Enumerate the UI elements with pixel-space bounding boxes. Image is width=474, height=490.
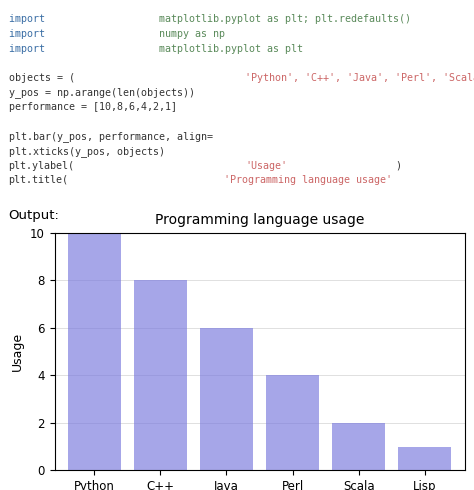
Text: import: import [9, 44, 51, 53]
Text: numpy as np: numpy as np [159, 29, 225, 39]
Bar [200, 328, 253, 470]
Text: 'Python', 'C++', 'Java', 'Perl', 'Scala', 'Lisp': 'Python', 'C++', 'Java', 'Perl', 'Scala'… [245, 73, 474, 83]
Bar [398, 447, 451, 470]
Text: plt.xticks(y_pos, objects): plt.xticks(y_pos, objects) [9, 146, 164, 157]
Text: objects = (: objects = ( [9, 73, 74, 83]
Text: 'Usage': 'Usage' [245, 161, 287, 171]
Bar [266, 375, 319, 470]
Text: plt.bar(y_pos, performance, align=: plt.bar(y_pos, performance, align= [9, 131, 212, 142]
Y-axis label: Usage: Usage [11, 332, 24, 371]
Text: 'Programming language usage': 'Programming language usage' [224, 175, 392, 185]
Text: ): ) [395, 161, 401, 171]
Bar [134, 280, 187, 470]
Text: plt.title(: plt.title( [9, 175, 69, 185]
Title: Programming language usage: Programming language usage [155, 214, 364, 227]
Text: import: import [9, 14, 51, 24]
Text: matplotlib.pyplot as plt; plt.redefaults(): matplotlib.pyplot as plt; plt.redefaults… [159, 14, 411, 24]
Text: y_pos = np.arange(len(objects)): y_pos = np.arange(len(objects)) [9, 87, 194, 98]
Text: Output:: Output: [9, 209, 59, 222]
Bar [68, 233, 121, 470]
Text: plt.ylabel(: plt.ylabel( [9, 161, 74, 171]
Text: matplotlib.pyplot as plt: matplotlib.pyplot as plt [159, 44, 303, 53]
Bar [332, 423, 385, 470]
Text: performance = [10,8,6,4,2,1]: performance = [10,8,6,4,2,1] [9, 102, 176, 112]
Text: import: import [9, 29, 51, 39]
